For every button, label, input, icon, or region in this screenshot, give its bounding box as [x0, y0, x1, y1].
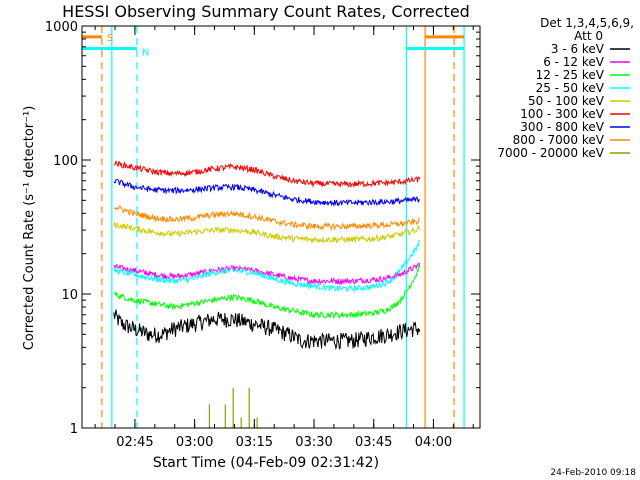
saa-label: S — [107, 33, 113, 44]
legend-entry-label: 3 - 6 keV — [551, 42, 605, 56]
footer-date: 24-Feb-2010 09:18 — [550, 468, 636, 478]
series-line — [113, 221, 421, 244]
x-tick-label: 04:00 — [415, 435, 452, 450]
x-axis-ticks: 02:45 03:00 03:15 03:30 03:45 04:00 — [94, 26, 474, 450]
orbit-markers: SN — [82, 26, 465, 428]
night-label: N — [142, 47, 149, 58]
x-axis-label: Start Time (04-Feb-09 02:31:42) — [153, 455, 379, 471]
y-tick-label: 1 — [70, 422, 78, 437]
x-tick-label: 02:45 — [116, 435, 153, 450]
legend-entry-label: 12 - 25 keV — [536, 68, 605, 82]
series-line — [113, 262, 421, 286]
x-tick-label: 03:45 — [355, 435, 392, 450]
legend-header-line2: Att 0 — [574, 29, 603, 43]
series-lines — [113, 160, 421, 428]
chart-title: HESSI Observing Summary Count Rates, Cor… — [62, 2, 470, 21]
plot-frame — [81, 25, 481, 429]
x-tick-label: 03:00 — [176, 435, 213, 450]
series-line — [113, 178, 421, 207]
series-line — [208, 387, 258, 428]
legend-entry-label: 800 - 7000 keV — [513, 133, 605, 147]
series-line — [113, 205, 421, 232]
legend-header-line1: Det 1,3,4,5,6,9, — [540, 16, 634, 30]
legend-entry-label: 7000 - 20000 keV — [497, 146, 604, 160]
series-line — [113, 264, 421, 320]
x-tick-label: 03:15 — [236, 435, 273, 450]
y-tick-label: 10 — [61, 288, 78, 303]
series-line — [113, 239, 421, 294]
y-tick-label: 100 — [53, 154, 78, 169]
y-tick-label: 1000 — [45, 20, 78, 35]
legend-entry-label: 50 - 100 keV — [528, 94, 605, 108]
series-line — [113, 309, 421, 351]
y-axis-label: Corrected Count Rate (s⁻¹ detector⁻¹) — [22, 106, 37, 351]
x-tick-label: 03:30 — [295, 435, 332, 450]
legend-entry-label: 100 - 300 keV — [520, 107, 604, 121]
legend-entry-label: 6 - 12 keV — [543, 55, 605, 69]
series-line — [113, 160, 421, 189]
y-axis-ticks: 1 10 100 1000 — [45, 20, 480, 437]
legend-entry-label: 25 - 50 keV — [536, 81, 605, 95]
legend-entry-label: 300 - 800 keV — [520, 120, 604, 134]
